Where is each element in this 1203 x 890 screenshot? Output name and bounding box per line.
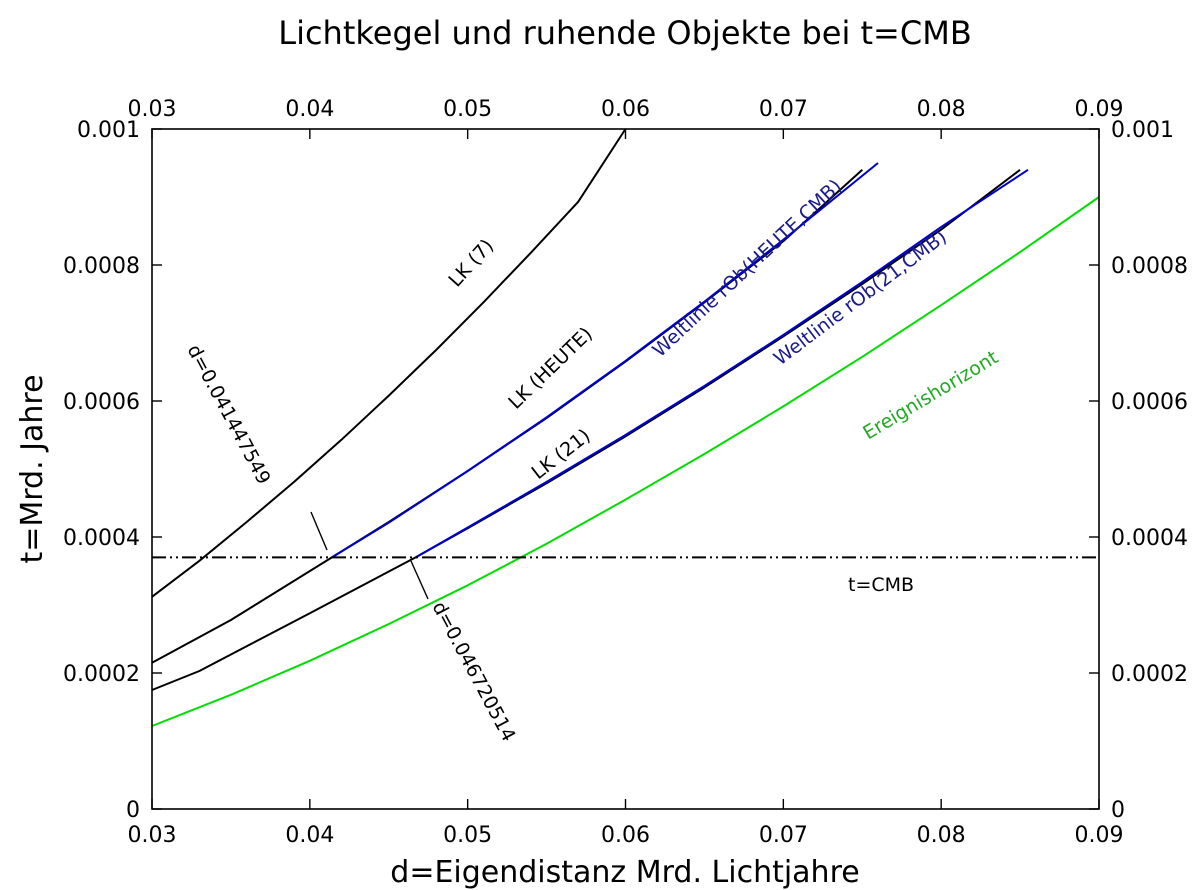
y-tick-label-right: 0.0002 xyxy=(1111,662,1188,687)
y-tick-label-right: 0.0004 xyxy=(1111,526,1188,551)
y-tick-label-right: 0.0008 xyxy=(1111,254,1188,279)
y-tick-label-left: 0 xyxy=(126,798,140,823)
y-tick-label-right: 0.001 xyxy=(1111,118,1174,143)
y-tick-label-right: 0 xyxy=(1111,798,1125,823)
series-line-3 xyxy=(331,162,879,559)
x-tick-label-bottom: 0.09 xyxy=(1075,823,1124,848)
y-tick-label-left: 0.001 xyxy=(77,118,140,143)
x-tick-label-bottom: 0.08 xyxy=(917,823,966,848)
y-tick-label-left: 0.0006 xyxy=(63,390,140,415)
chart-title: Lichtkegel und ruhende Objekte bei t=CMB xyxy=(278,14,972,52)
series-group xyxy=(151,128,1100,727)
series-line-4 xyxy=(415,168,1029,559)
plot-frame xyxy=(151,128,1100,810)
x-tick-label-bottom: 0.03 xyxy=(128,823,177,848)
x-tick-label-bottom: 0.06 xyxy=(601,823,650,848)
y-axis-label: t=Mrd. Jahre xyxy=(15,374,50,563)
x-tick-label-top: 0.04 xyxy=(285,97,334,122)
series-line-0 xyxy=(151,128,627,598)
series-line-5 xyxy=(151,196,1100,727)
leader-line-d-0.0414 xyxy=(310,511,328,551)
y-tick-label-left: 0.0004 xyxy=(63,526,140,551)
y-tick-label-right: 0.0006 xyxy=(1111,390,1188,415)
x-tick-label-top: 0.06 xyxy=(601,97,650,122)
series-line-2 xyxy=(151,169,1021,691)
leader-line-d-0.0467 xyxy=(410,560,429,600)
y-tick-label-left: 0.0002 xyxy=(63,662,140,687)
x-tick-label-bottom: 0.04 xyxy=(285,823,334,848)
y-tick-label-left: 0.0008 xyxy=(63,254,140,279)
x-axis-label: d=Eigendistanz Mrd. Lichtjahre xyxy=(390,855,859,890)
x-tick-label-top: 0.09 xyxy=(1075,97,1124,122)
x-tick-label-top: 0.08 xyxy=(917,97,966,122)
x-tick-label-bottom: 0.07 xyxy=(759,823,808,848)
x-tick-label-bottom: 0.05 xyxy=(443,823,492,848)
axis-ticks: 0.03 0.03 0.04 0.04 0.05 0.05 0.06 0.06 0.07 0.07… xyxy=(63,97,1188,848)
x-tick-label-top: 0.03 xyxy=(128,97,177,122)
label-t-cmb: t=CMB xyxy=(848,574,914,596)
x-tick-label-top: 0.05 xyxy=(443,97,492,122)
x-tick-label-top: 0.07 xyxy=(759,97,808,122)
